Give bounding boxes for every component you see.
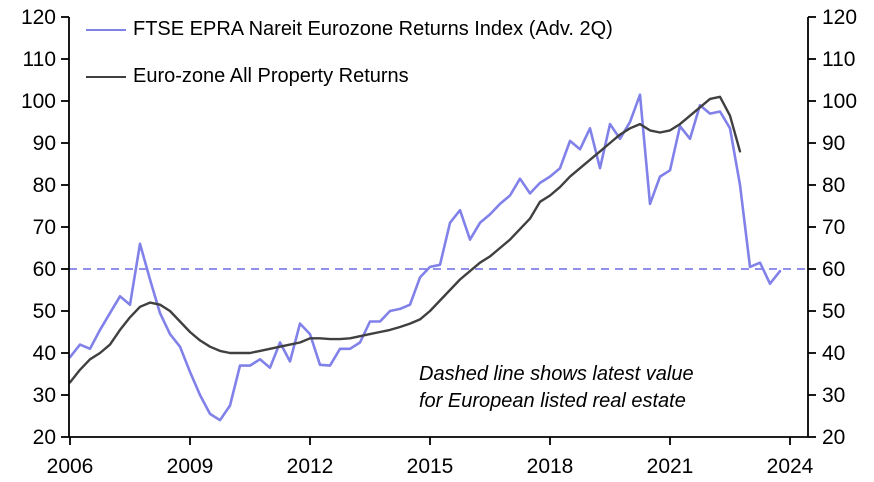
y-tick-label-left: 20	[33, 426, 56, 449]
y-tick-label-left: 50	[33, 300, 56, 323]
series-line-0	[68, 93, 782, 422]
y-tick-label-left: 120	[21, 6, 56, 29]
x-tick-label: 2024	[767, 455, 814, 478]
series-line-1	[68, 95, 742, 384]
y-tick-label-right: 20	[822, 426, 845, 449]
y-tick-label-left: 110	[23, 48, 56, 71]
annotation-line-2: for European listed real estate	[419, 390, 686, 412]
y-tick-label-right: 40	[822, 342, 845, 365]
legend-line-swatch-ftse	[86, 28, 126, 31]
y-tick-label-left: 60	[33, 258, 56, 281]
y-tick-label-left: 70	[33, 216, 56, 239]
y-tick-label-right: 100	[822, 90, 857, 113]
x-tick-label: 2006	[47, 455, 94, 478]
y-tick-label-left: 30	[33, 384, 56, 407]
legend-line-swatch-all-property	[86, 75, 126, 78]
x-tick-label: 2015	[407, 455, 454, 478]
x-tick-label: 2012	[287, 455, 334, 478]
y-tick-label-right: 80	[822, 174, 845, 197]
legend-label-all-property: Euro-zone All Property Returns	[133, 65, 409, 87]
y-tick-label-right: 90	[822, 132, 845, 155]
y-tick-label-right: 120	[822, 6, 857, 29]
annotation-line-1: Dashed line shows latest value	[419, 363, 694, 385]
y-tick-label-right: 30	[822, 384, 845, 407]
y-tick-label-right: 70	[822, 216, 845, 239]
y-tick-label-left: 40	[33, 342, 56, 365]
y-tick-label-right: 60	[822, 258, 845, 281]
y-tick-label-right: 50	[822, 300, 845, 323]
legend-item-all-property: Euro-zone All Property Returns	[86, 53, 613, 100]
x-tick-label: 2021	[647, 455, 694, 478]
y-tick-label-right: 110	[822, 48, 855, 71]
legend: FTSE EPRA Nareit Eurozone Returns Index …	[86, 6, 613, 100]
legend-label-ftse: FTSE EPRA Nareit Eurozone Returns Index …	[133, 18, 613, 40]
legend-item-ftse-epra: FTSE EPRA Nareit Eurozone Returns Index …	[86, 6, 613, 53]
x-tick-label: 2009	[167, 455, 214, 478]
x-tick-label: 2018	[527, 455, 574, 478]
y-tick-label-left: 80	[33, 174, 56, 197]
y-tick-label-left: 100	[21, 90, 56, 113]
annotation-note: Dashed line shows latest value for Europ…	[419, 361, 694, 415]
y-tick-label-left: 90	[33, 132, 56, 155]
